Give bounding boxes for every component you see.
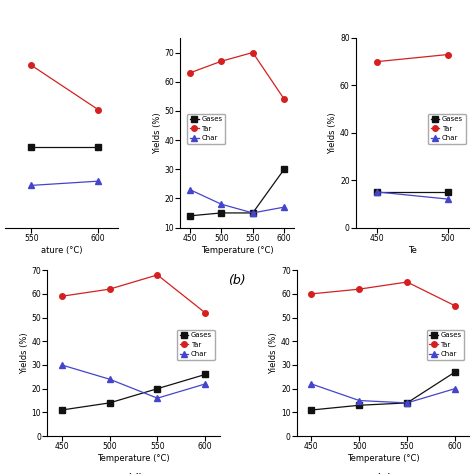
- X-axis label: ature (°C): ature (°C): [41, 246, 82, 255]
- Tar: [187, 70, 192, 76]
- Tar: [309, 291, 314, 297]
- Line: Gases: Gases: [187, 166, 287, 219]
- Tar: [250, 50, 255, 55]
- Tar: [59, 293, 64, 299]
- Tar: [282, 96, 287, 102]
- Line: Char: Char: [374, 189, 451, 202]
- Tar: [95, 107, 101, 112]
- Char: [202, 381, 208, 387]
- Char: [155, 395, 160, 401]
- Tar: [107, 286, 112, 292]
- Line: Gases: Gases: [309, 369, 458, 413]
- Char: [250, 210, 255, 216]
- Gases: [219, 210, 224, 216]
- Gases: [445, 189, 451, 195]
- Char: [404, 400, 410, 406]
- Gases: [452, 369, 458, 375]
- Line: Tar: Tar: [187, 50, 287, 102]
- X-axis label: Temperature (°C): Temperature (°C): [347, 454, 419, 463]
- Line: Char: Char: [28, 178, 101, 188]
- Tar: [219, 58, 224, 64]
- Gases: [356, 402, 362, 408]
- Line: Char: Char: [59, 362, 208, 401]
- Tar: [356, 286, 362, 292]
- Line: Tar: Tar: [59, 272, 208, 316]
- Line: Char: Char: [309, 381, 458, 406]
- X-axis label: Temperature (°C): Temperature (°C): [97, 454, 170, 463]
- Y-axis label: Yields (%): Yields (%): [328, 112, 337, 154]
- Line: Tar: Tar: [28, 63, 101, 112]
- Char: [445, 196, 451, 202]
- Line: Gases: Gases: [374, 189, 451, 195]
- Tar: [404, 279, 410, 285]
- Gases: [282, 166, 287, 172]
- Char: [374, 189, 380, 195]
- Tar: [452, 303, 458, 309]
- Gases: [202, 372, 208, 377]
- Text: (e): (e): [374, 473, 392, 474]
- Char: [28, 182, 34, 188]
- Text: (b): (b): [228, 274, 246, 287]
- Char: [356, 398, 362, 403]
- Gases: [28, 145, 34, 150]
- Y-axis label: Yields (%): Yields (%): [269, 332, 278, 374]
- Legend: Gases, Tar, Char: Gases, Tar, Char: [428, 114, 465, 144]
- Gases: [187, 213, 192, 219]
- Gases: [404, 400, 410, 406]
- Gases: [59, 407, 64, 413]
- Line: Tar: Tar: [374, 52, 451, 64]
- Gases: [250, 210, 255, 216]
- Gases: [107, 400, 112, 406]
- Tar: [155, 272, 160, 278]
- X-axis label: Temperature (°C): Temperature (°C): [201, 246, 273, 255]
- Line: Tar: Tar: [309, 279, 458, 309]
- Line: Gases: Gases: [59, 372, 208, 413]
- Char: [282, 204, 287, 210]
- Y-axis label: Yields (%): Yields (%): [153, 112, 162, 154]
- Tar: [445, 52, 451, 57]
- Char: [219, 201, 224, 207]
- Line: Gases: Gases: [28, 145, 101, 150]
- X-axis label: Te: Te: [408, 246, 417, 255]
- Line: Char: Char: [187, 187, 287, 216]
- Tar: [202, 310, 208, 316]
- Char: [59, 362, 64, 368]
- Tar: [374, 59, 380, 64]
- Text: (c): (c): [404, 274, 421, 287]
- Char: [107, 376, 112, 382]
- Gases: [155, 386, 160, 392]
- Y-axis label: Yields (%): Yields (%): [19, 332, 28, 374]
- Tar: [28, 63, 34, 68]
- Char: [452, 386, 458, 392]
- Text: (d): (d): [125, 473, 142, 474]
- Char: [187, 187, 192, 192]
- Char: [95, 178, 101, 184]
- Char: [309, 381, 314, 387]
- Legend: Gases, Tar, Char: Gases, Tar, Char: [427, 329, 465, 360]
- Legend: Gases, Tar, Char: Gases, Tar, Char: [187, 114, 225, 144]
- Gases: [309, 407, 314, 413]
- Gases: [95, 145, 101, 150]
- Legend: Gases, Tar, Char: Gases, Tar, Char: [177, 329, 215, 360]
- Text: (a): (a): [53, 274, 70, 287]
- Gases: [374, 189, 380, 195]
